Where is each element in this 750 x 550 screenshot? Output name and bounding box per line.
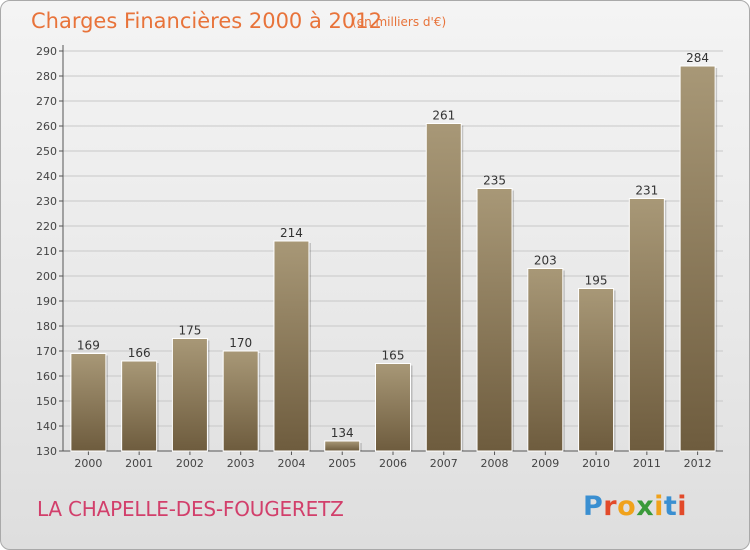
x-tick-label-2005: 2005: [328, 457, 356, 470]
bars: [70, 65, 718, 452]
y-tick-label: 200: [36, 270, 57, 283]
y-tick-label: 230: [36, 195, 57, 208]
data-label-2005: 134: [331, 426, 354, 440]
y-tick-label: 160: [36, 370, 57, 383]
x-tick-label-2003: 2003: [227, 457, 255, 470]
x-tick-label-2011: 2011: [633, 457, 661, 470]
x-tick-label-2009: 2009: [531, 457, 559, 470]
x-tick-label-2010: 2010: [582, 457, 610, 470]
logo-letter: t: [663, 491, 678, 522]
bar-2009: [527, 268, 564, 452]
logo-letter: i: [654, 491, 664, 522]
logo-letter: r: [603, 491, 618, 522]
bar-2007: [425, 123, 462, 452]
location-name: LA CHAPELLE-DES-FOUGERETZ: [37, 497, 344, 521]
bar-2000: [70, 353, 107, 452]
logo-letter: P: [583, 491, 604, 522]
y-tick-label: 270: [36, 95, 57, 108]
x-tick-label-2007: 2007: [430, 457, 458, 470]
data-label-2007: 261: [432, 109, 455, 123]
data-label-2006: 165: [382, 349, 405, 363]
x-tick-label-2008: 2008: [481, 457, 509, 470]
logo-letter: x: [636, 491, 655, 522]
logo-letter: i: [677, 491, 688, 522]
y-tick-label: 150: [36, 395, 57, 408]
y-tick-label: 220: [36, 220, 57, 233]
y-tick-label: 250: [36, 145, 57, 158]
chart-title: Charges Financières 2000 à 2012: [31, 9, 382, 33]
x-tick-label-2000: 2000: [74, 457, 102, 470]
y-tick-label: 210: [36, 245, 57, 258]
bar-2011: [628, 198, 665, 452]
bar-2006: [375, 363, 411, 452]
bar-2008: [476, 188, 513, 452]
y-tick-label: 290: [36, 45, 57, 58]
y-tick-label: 260: [36, 120, 57, 133]
labels: 130 140 150 160 170 180 190 200 210 220 230 240 250 2…: [36, 45, 712, 470]
x-tick-label-2004: 2004: [277, 457, 305, 470]
data-label-2001: 166: [128, 346, 151, 360]
data-label-2004: 214: [280, 226, 303, 240]
bar-2001: [121, 360, 158, 452]
y-tick-label: 170: [36, 345, 57, 358]
logo-letter: o: [617, 491, 637, 522]
x-tick-label-2012: 2012: [684, 457, 712, 470]
data-label-2000: 169: [77, 339, 100, 353]
data-label-2003: 170: [229, 336, 252, 350]
chart-subtitle: (en milliers d'€): [352, 15, 447, 29]
data-label-2009: 203: [534, 254, 557, 268]
y-tick-label: 180: [36, 320, 57, 333]
y-tick-label: 130: [36, 445, 57, 458]
data-label-2012: 284: [686, 51, 709, 65]
x-tick-label-2002: 2002: [176, 457, 204, 470]
data-label-2010: 195: [585, 274, 608, 288]
proxiti-logo[interactable]: Proxiti: [583, 491, 687, 522]
bar-2002: [171, 338, 208, 452]
y-tick-label: 140: [36, 420, 57, 433]
x-tick-label-2001: 2001: [125, 457, 153, 470]
data-label-2011: 231: [635, 184, 658, 198]
y-tick-label: 240: [36, 170, 57, 183]
data-label-2002: 175: [178, 324, 201, 338]
bar-2012: [679, 65, 716, 452]
bar-2005: [324, 440, 361, 452]
x-tick-label-2006: 2006: [379, 457, 407, 470]
data-label-2008: 235: [483, 174, 506, 188]
bar-2004: [273, 240, 310, 452]
bar-2010: [578, 288, 615, 452]
y-tick-label: 190: [36, 295, 57, 308]
y-tick-label: 280: [36, 70, 57, 83]
bar-2003: [222, 350, 259, 452]
